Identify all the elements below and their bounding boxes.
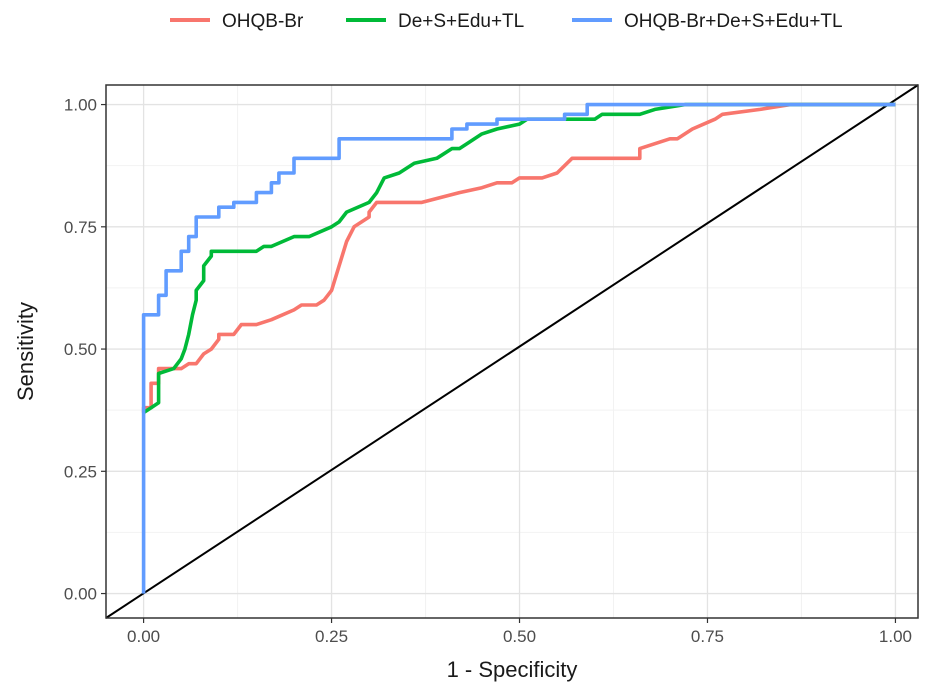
legend-label-3: OHQB-Br+De+S+Edu+TL (624, 11, 843, 32)
legend: OHQB-Br De+S+Edu+TL OHQB-Br+De+S+Edu+TL (170, 11, 843, 32)
plot-border (105, 84, 919, 619)
series-line-3 (141, 102, 896, 594)
legend-label-2: De+S+Edu+TL (398, 11, 524, 32)
x-tick-label: 0.00 (127, 627, 160, 646)
grid (106, 85, 918, 618)
x-tick-label: 0.75 (691, 627, 724, 646)
axis-ticks: 0.00 0.25 0.50 0.75 1.00 0.00 0.25 0.50 0.75 1.00 (64, 96, 912, 646)
y-tick-label: 1.00 (64, 96, 97, 115)
y-tick-label: 0.25 (64, 462, 97, 481)
x-tick-label: 0.50 (503, 627, 536, 646)
series-line-1 (141, 102, 896, 413)
legend-label-1: OHQB-Br (222, 11, 304, 32)
y-tick-label: 0.75 (64, 218, 97, 237)
x-axis-title: 1 - Specificity (447, 657, 578, 682)
reference-diagonal-line (105, 84, 919, 619)
y-tick-label: 0.50 (64, 340, 97, 359)
x-tick-label: 1.00 (879, 627, 912, 646)
y-axis-title: Sensitivity (13, 302, 38, 401)
x-tick-label: 0.25 (315, 627, 348, 646)
series-layer (105, 84, 919, 619)
y-tick-label: 0.00 (64, 585, 97, 604)
